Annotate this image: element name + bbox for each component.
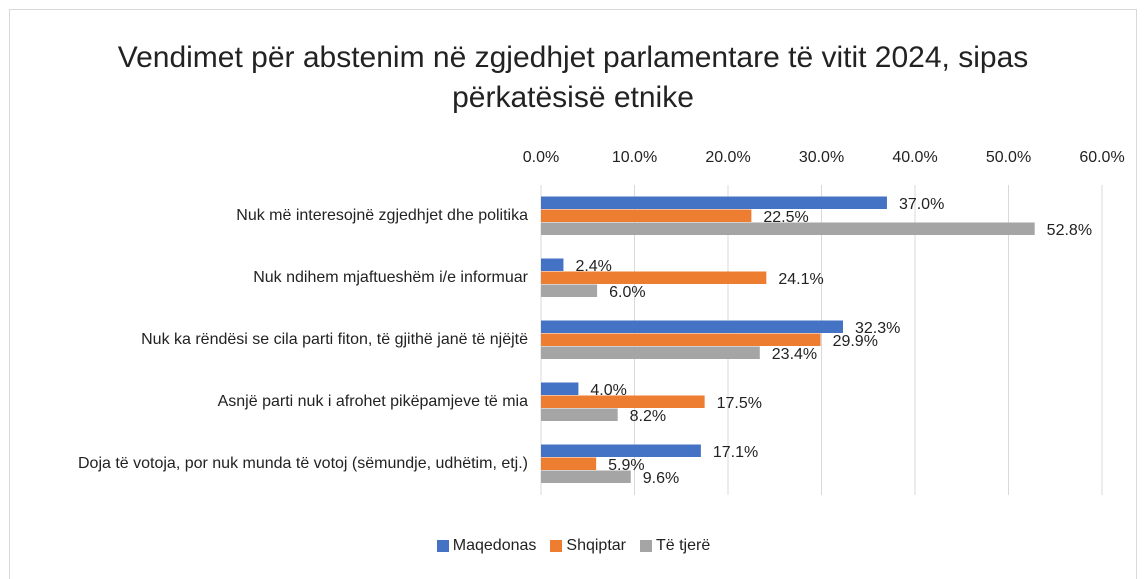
legend-swatch	[436, 540, 449, 552]
bar	[541, 470, 631, 483]
value-label: 17.1%	[713, 444, 758, 461]
x-tick-label: 10.0%	[612, 149, 657, 166]
x-tick-label: 30.0%	[799, 149, 844, 166]
bar	[541, 346, 760, 359]
bar	[541, 196, 887, 209]
bar	[541, 408, 618, 421]
category-label: Doja të votoja, por nuk munda të votoj (…	[77, 455, 528, 472]
value-label: 37.0%	[899, 196, 944, 213]
value-label: 23.4%	[772, 346, 817, 363]
value-label: 5.9%	[608, 457, 644, 474]
category-label: Nuk më interesojnë zgjedhjet dhe politik…	[236, 207, 528, 224]
x-tick-label: 50.0%	[986, 149, 1031, 166]
bar	[541, 333, 821, 346]
legend-label: Shqiptar	[566, 537, 626, 554]
category-label: Nuk ka rëndësi se cila parti fiton, të g…	[141, 331, 528, 348]
category-label: Asnjë parti nuk i afrohet pikëpamjeve të…	[217, 393, 528, 410]
chart-frame	[9, 9, 1137, 579]
value-label: 29.9%	[833, 333, 878, 350]
bar	[541, 382, 579, 395]
legend: Maqedonas Shqiptar Të tjerë	[0, 537, 1147, 555]
x-tick-label: 0.0%	[523, 149, 559, 166]
legend-swatch	[550, 540, 563, 552]
x-tick-label: 20.0%	[705, 149, 750, 166]
bar	[541, 320, 844, 333]
legend-item: Të tjerë	[639, 537, 711, 555]
value-label: 52.8%	[1047, 222, 1092, 239]
value-label: 17.5%	[717, 395, 762, 412]
bar	[541, 284, 598, 297]
chart-title: Vendimet për abstenim në zgjedhjet parla…	[117, 41, 1029, 114]
bar	[541, 271, 767, 284]
value-label: 4.0%	[590, 382, 626, 399]
value-label: 22.5%	[763, 209, 808, 226]
legend-label: Maqedonas	[452, 537, 537, 554]
value-label: 32.3%	[855, 320, 900, 337]
value-label: 9.6%	[643, 470, 679, 487]
legend-item: Maqedonas	[436, 537, 537, 555]
bar	[541, 222, 1035, 235]
x-tick-label: 60.0%	[1079, 149, 1124, 166]
bar	[541, 444, 701, 457]
value-label: 8.2%	[630, 408, 666, 425]
x-tick-label: 40.0%	[892, 149, 937, 166]
bar	[541, 258, 564, 271]
value-label: 24.1%	[778, 271, 823, 288]
value-label: 6.0%	[609, 284, 645, 301]
bar	[541, 395, 705, 408]
legend-label: Të tjerë	[655, 537, 711, 554]
category-label: Nuk ndihem mjaftueshëm i/e informuar	[253, 269, 528, 286]
legend-swatch	[639, 540, 652, 552]
value-label: 2.4%	[575, 258, 611, 275]
bar	[541, 457, 597, 470]
legend-item: Shqiptar	[550, 537, 626, 555]
bar	[541, 209, 752, 222]
